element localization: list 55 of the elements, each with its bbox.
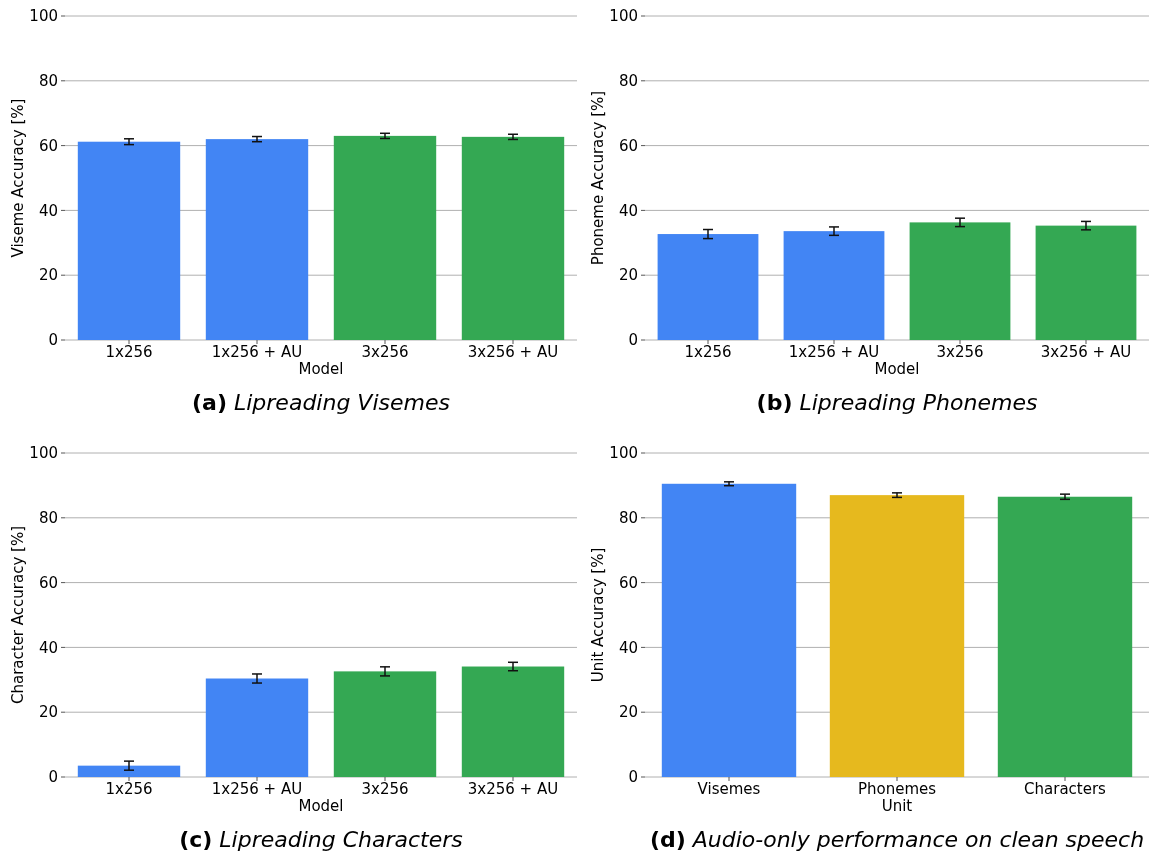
y-axis-title: Character Accuracy [%] [9,525,27,705]
x-axis-title: Model [298,360,344,378]
y-tick-label: 40 [38,638,58,657]
y-tick-label: 100 [609,444,638,463]
x-tick-label: 3x256 [936,343,984,361]
x-tick-label: 3x256 [361,343,409,361]
y-tick-label: 40 [618,201,638,220]
x-tick-label: 1x256 + AU [211,343,303,361]
text: (d) Audio-only performance on clean speech [649,827,1145,852]
y-axis-title: Phoneme Accuracy [%] [589,90,607,266]
y-axis-title: Unit Accuracy [%] [589,547,607,683]
y-tick-label: 100 [29,7,58,26]
y-tick-label: 0 [628,331,638,350]
x-tick-label: 3x256 + AU [1040,343,1132,361]
y-tick-label: 100 [29,444,58,463]
text: (b) Lipreading Phonemes [756,390,1038,415]
bar [461,666,565,777]
x-tick-label: 1x256 + AU [211,780,303,798]
y-tick-label: 20 [618,703,638,722]
x-axis-title: Model [298,797,344,815]
x-tick-label: Characters [1024,780,1107,798]
x-tick-label: 3x256 + AU [467,780,559,798]
x-tick-label: 1x256 [105,780,153,798]
y-tick-label: 0 [628,768,638,787]
bar [205,678,309,777]
y-tick-label: 80 [38,509,58,528]
y-tick-label: 60 [38,573,58,592]
y-tick-label: 80 [618,509,638,528]
text: (a) Lipreading Visemes [192,390,450,415]
y-tick-label: 0 [48,331,58,350]
y-tick-label: 80 [38,72,58,91]
x-tick-label: 3x256 [361,780,409,798]
x-tick-label: 3x256 + AU [467,343,559,361]
y-tick-label: 40 [618,638,638,657]
x-tick-label: 1x256 [105,343,153,361]
text: (c) Lipreading Characters [179,827,463,852]
y-tick-label: 20 [38,703,58,722]
y-tick-label: 60 [618,573,638,592]
y-tick-label: 80 [618,72,638,91]
x-tick-label: 1x256 + AU [788,343,880,361]
x-tick-label: 1x256 [684,343,732,361]
y-tick-label: 40 [38,201,58,220]
x-axis-title: Unit [881,797,913,815]
y-tick-label: 20 [618,266,638,285]
x-tick-label: Phonemes [857,780,937,798]
y-tick-label: 20 [38,266,58,285]
bar [333,671,437,777]
x-tick-label: Visemes [697,780,761,798]
bar [77,765,181,777]
y-tick-label: 60 [618,136,638,155]
y-tick-label: 100 [609,7,638,26]
x-axis-title: Model [874,360,920,378]
y-tick-label: 0 [48,768,58,787]
y-tick-label: 60 [38,136,58,155]
y-axis-title: Viseme Accuracy [%] [9,98,27,258]
